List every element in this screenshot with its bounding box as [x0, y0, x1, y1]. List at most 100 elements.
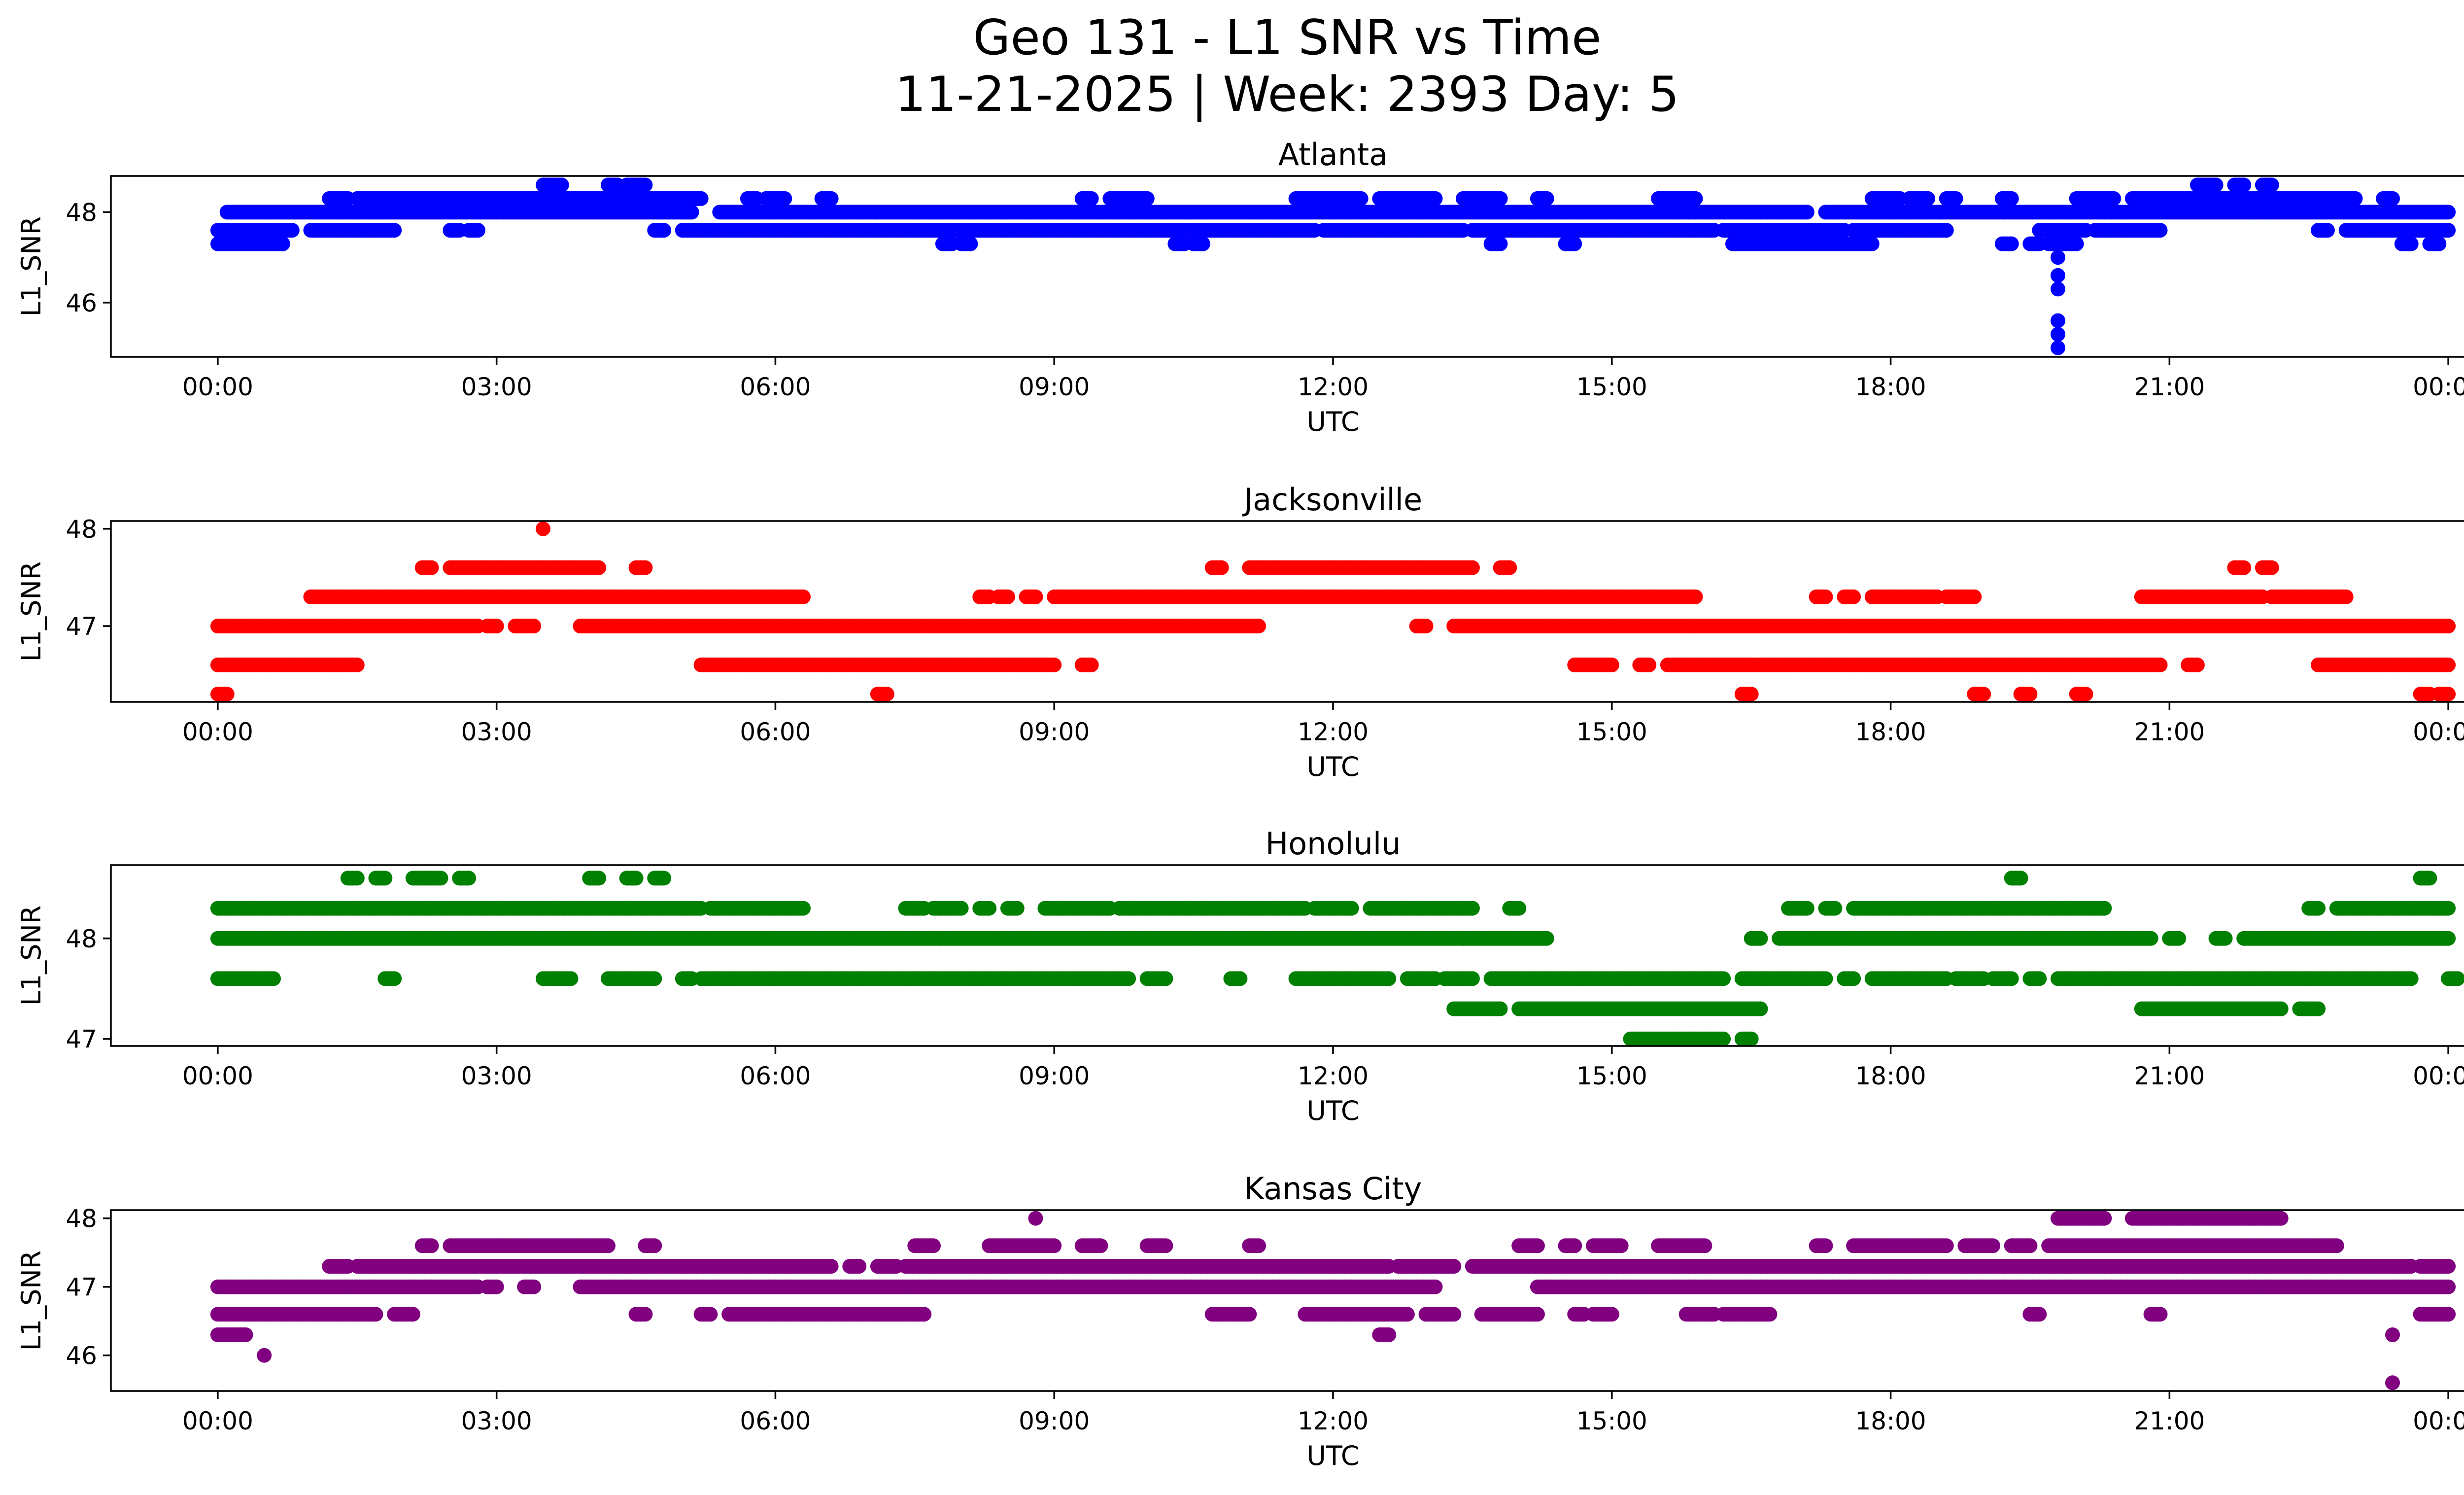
- data-point: [1047, 658, 1062, 672]
- data-point: [536, 521, 550, 536]
- data-point: [275, 236, 290, 251]
- data-point: [693, 191, 709, 206]
- data-point: [656, 223, 672, 238]
- figure-title-line2: 11-21-2025 | Week: 2393 Day: 5: [895, 67, 1679, 123]
- x-tick-label: 03:00: [461, 718, 532, 746]
- data-point: [1084, 191, 1099, 206]
- data-point: [963, 236, 978, 251]
- plot-frame: [110, 520, 2464, 703]
- data-point: [1251, 619, 1266, 634]
- data-point: [2385, 191, 2400, 206]
- data-point: [2051, 250, 2065, 265]
- data-point: [387, 223, 402, 238]
- y-axis-label: L1_SNR: [16, 561, 47, 662]
- data-point: [1920, 191, 1935, 206]
- data-point: [1567, 236, 1582, 251]
- x-tick-label: 09:00: [1019, 718, 1090, 746]
- data-point: [823, 191, 839, 206]
- data-point: [2022, 687, 2038, 702]
- data-point: [1028, 589, 1043, 604]
- data-point: [2403, 236, 2419, 251]
- data-point: [2051, 313, 2065, 328]
- data-point: [2051, 281, 2065, 297]
- data-point: [526, 619, 542, 634]
- x-tick-label: 12:00: [1298, 718, 1369, 746]
- panel-title: Jacksonville: [1242, 482, 1422, 518]
- x-tick-label: 15:00: [1576, 718, 1647, 746]
- y-axis-label: L1_SNR: [16, 216, 47, 317]
- data-point: [1967, 589, 1982, 604]
- data-point: [284, 223, 300, 238]
- data-point: [2441, 205, 2456, 220]
- data-point: [1465, 560, 1480, 575]
- data-point: [777, 191, 792, 206]
- data-point: [2069, 236, 2084, 251]
- data-point: [424, 560, 439, 575]
- data-point: [1353, 191, 1369, 206]
- data-point: [2051, 268, 2065, 283]
- data-point: [2208, 177, 2224, 193]
- data-point: [1539, 191, 1554, 206]
- data-point: [2441, 687, 2456, 702]
- data-point: [1214, 560, 1229, 575]
- x-tick-label: 00:00: [2413, 718, 2464, 746]
- y-tick-label: 46: [66, 289, 97, 317]
- data-point: [1688, 589, 1703, 604]
- data-point: [1428, 191, 1443, 206]
- data-point: [1948, 191, 1963, 206]
- data-point: [2004, 191, 2019, 206]
- x-tick-label: 06:00: [740, 718, 811, 746]
- data-point: [2441, 658, 2456, 672]
- data-point: [2051, 327, 2065, 342]
- data-point: [2441, 223, 2456, 238]
- x-tick-label: 03:00: [461, 373, 532, 401]
- data-point: [1864, 236, 1880, 251]
- data-point: [1744, 687, 1759, 702]
- data-point: [2190, 658, 2205, 672]
- data-point: [879, 687, 894, 702]
- x-tick-label: 12:00: [1298, 373, 1369, 401]
- data-point: [1084, 658, 1099, 672]
- data-point: [1000, 589, 1015, 604]
- x-tick-label: 18:00: [1855, 373, 1926, 401]
- data-point: [2264, 560, 2279, 575]
- data-point: [2153, 223, 2168, 238]
- data-point: [1642, 658, 1657, 672]
- x-tick-label: 21:00: [2134, 373, 2205, 401]
- data-point: [2236, 177, 2252, 193]
- data-point: [1939, 223, 1954, 238]
- panel-title: Atlanta: [1278, 137, 1388, 173]
- data-point: [2078, 687, 2093, 702]
- data-point: [2153, 658, 2168, 672]
- data-point: [1846, 589, 1861, 604]
- x-tick-label: 15:00: [1576, 373, 1647, 401]
- data-point: [1139, 191, 1155, 206]
- data-point: [1493, 191, 1508, 206]
- y-tick-label: 47: [66, 612, 97, 641]
- data-point: [2338, 589, 2354, 604]
- data-point: [1818, 589, 1833, 604]
- data-point: [684, 205, 699, 220]
- data-point: [1493, 236, 1508, 251]
- data-point: [2264, 177, 2279, 193]
- x-tick-label: 00:00: [182, 373, 253, 401]
- scatter-series: [210, 870, 2464, 1046]
- data-point: [2348, 191, 2363, 206]
- data-point: [591, 560, 607, 575]
- data-point: [796, 589, 811, 604]
- x-axis-label: UTC: [1306, 751, 1359, 782]
- data-point: [638, 560, 653, 575]
- data-point: [1418, 619, 1434, 634]
- data-point: [2106, 191, 2122, 206]
- scatter-series: [210, 177, 2456, 355]
- data-point: [2236, 560, 2252, 575]
- data-point: [2051, 340, 2065, 355]
- data-point: [2320, 223, 2335, 238]
- data-point: [1502, 560, 1517, 575]
- y-tick-label: 48: [66, 198, 97, 227]
- data-point: [1688, 191, 1703, 206]
- data-point: [349, 658, 365, 672]
